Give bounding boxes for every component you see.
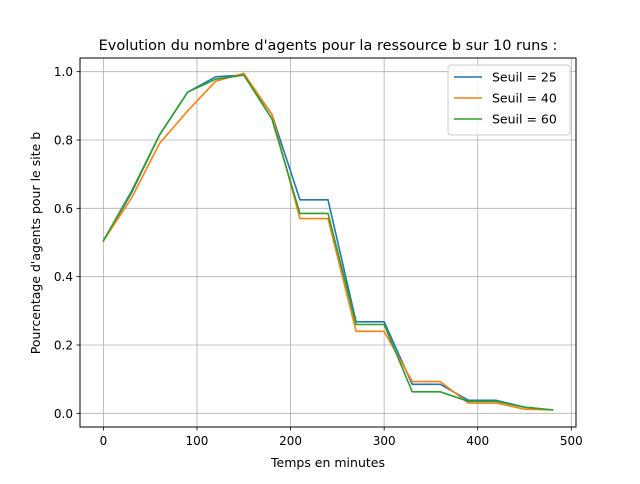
x-tick-label: 200 xyxy=(279,434,302,448)
x-tick-label: 300 xyxy=(373,434,396,448)
y-tick-label: 0.8 xyxy=(54,134,73,148)
legend-label: Seuil = 60 xyxy=(492,112,557,127)
series-line-3 xyxy=(102,74,554,411)
legend-label: Seuil = 25 xyxy=(492,70,557,85)
y-tick-label: 0.0 xyxy=(54,407,73,421)
x-tick-label: 100 xyxy=(186,434,209,448)
x-tick-label: 400 xyxy=(466,434,489,448)
x-tick-label: 0 xyxy=(100,434,108,448)
series-lines xyxy=(102,72,554,411)
y-axis-label: Pourcentage d'agents pour le site b xyxy=(28,132,43,354)
plot-frame xyxy=(79,57,577,428)
y-tick-label: 0.4 xyxy=(54,270,73,284)
y-tick-label: 1.0 xyxy=(54,65,73,79)
y-tick-label: 0.6 xyxy=(54,202,73,216)
y-tick-label: 0.2 xyxy=(54,339,73,353)
chart-title: Evolution du nombre d'agents pour la res… xyxy=(99,38,558,54)
series-line-2 xyxy=(102,72,554,411)
legend-label: Seuil = 40 xyxy=(492,91,557,106)
x-tick-label: 500 xyxy=(560,434,583,448)
legend: Seuil = 25 Seuil = 40 Seuil = 60 xyxy=(447,64,571,136)
x-axis-label: Temps en minutes xyxy=(270,455,385,470)
legend-box xyxy=(447,64,571,136)
axis-ticks: 0 100 200 300 400 500 0.0 0.2 0.4 0.6 0.8 1.0 xyxy=(54,65,583,448)
